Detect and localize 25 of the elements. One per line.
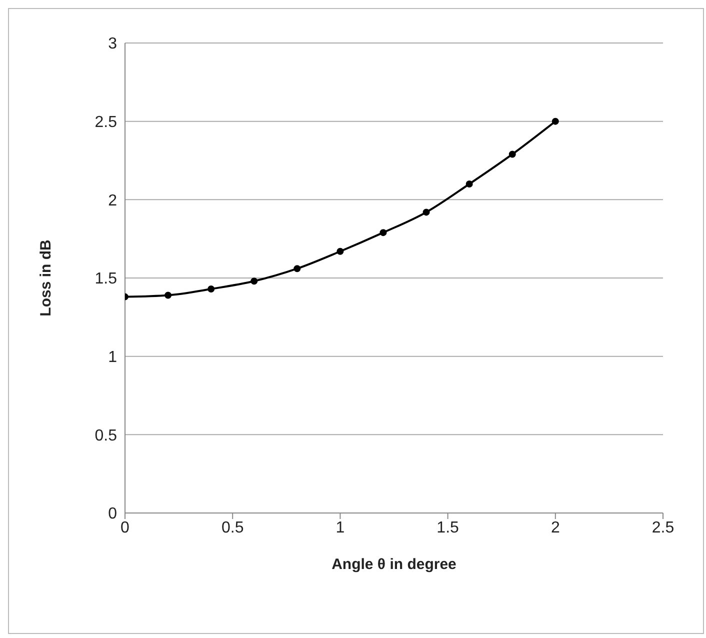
- x-tick-label: 0: [120, 519, 130, 536]
- x-tick-label: 2.5: [652, 519, 674, 536]
- x-tick-label: 2: [550, 519, 560, 536]
- point: [208, 285, 215, 292]
- point: [552, 118, 559, 125]
- x-tick-label: 1.5: [436, 519, 460, 536]
- y-tick-label: 2: [108, 192, 118, 210]
- point: [508, 150, 516, 158]
- y-tick-label: 3: [108, 36, 118, 53]
- y-tick-label: 1.5: [94, 270, 118, 288]
- point: [380, 229, 387, 236]
- point: [250, 278, 258, 285]
- point: [466, 180, 473, 188]
- x-tick-label: 1: [336, 519, 345, 536]
- y-tick-label: 1: [108, 349, 118, 366]
- point: [336, 248, 344, 255]
- y-tick-label: 0: [108, 506, 118, 523]
- y-tick-label: 0.5: [94, 427, 118, 444]
- y-axis-title: Loss in dB: [37, 240, 54, 316]
- point: [294, 265, 301, 272]
- x-axis-title: Angle θ in degree: [332, 556, 456, 573]
- y-tick-label: 2.5: [94, 114, 118, 132]
- x-tick-label: 0.5: [221, 519, 244, 536]
- point: [422, 208, 430, 216]
- point: [164, 292, 172, 299]
